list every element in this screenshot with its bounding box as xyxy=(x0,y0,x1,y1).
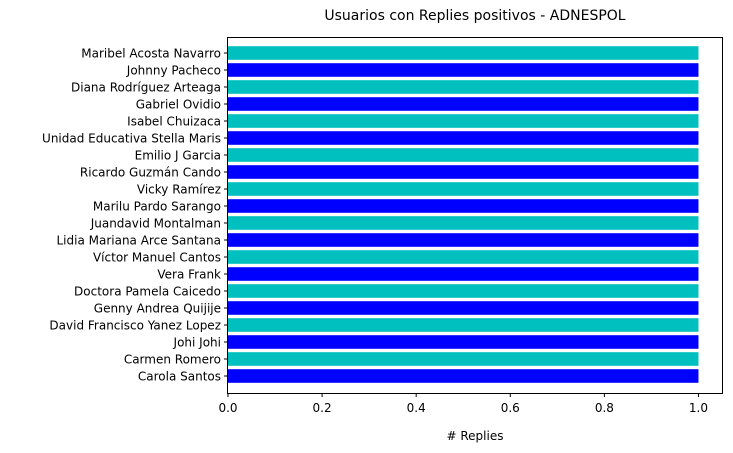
y-tick-label: Emilio J Garcia xyxy=(135,148,221,162)
y-tick-label: Maribel Acosta Navarro xyxy=(81,46,221,60)
y-tick-label: Vicky Ramírez xyxy=(137,182,221,196)
y-tick-label: Johnny Pacheco xyxy=(126,63,221,77)
y-tick-label: Doctora Pamela Caicedo xyxy=(74,284,221,298)
bar xyxy=(228,233,699,247)
bar xyxy=(228,250,699,264)
bar xyxy=(228,318,699,332)
x-tick-label: 0.8 xyxy=(595,401,614,415)
bar xyxy=(228,216,699,230)
y-tick-label: Vera Frank xyxy=(157,267,221,281)
x-tick-label: 1.0 xyxy=(689,401,708,415)
y-tick-label: Ricardo Guzmán Cando xyxy=(80,165,221,179)
y-tick-label: David Francisco Yanez Lopez xyxy=(49,318,221,332)
y-axis-ticks: Maribel Acosta Navarro Johnny Pacheco Dian… xyxy=(42,46,228,383)
x-tick-label: 0.2 xyxy=(313,401,332,415)
y-tick-label: Isabel Chuizaca xyxy=(127,114,221,128)
bar xyxy=(228,301,699,315)
y-tick-label: Johi Johi xyxy=(173,335,221,349)
bar xyxy=(228,335,699,349)
bar xyxy=(228,46,699,60)
y-tick-label: Carmen Romero xyxy=(124,352,221,366)
y-tick-label: Genny Andrea Quijije xyxy=(94,301,221,315)
y-tick-label: Juandavid Montalman xyxy=(90,216,221,230)
bar xyxy=(228,182,699,196)
plot-frame xyxy=(227,37,723,394)
bar xyxy=(228,63,699,77)
x-axis-label: # Replies xyxy=(447,429,504,443)
y-tick-label: Víctor Manuel Cantos xyxy=(93,250,221,264)
x-axis-ticks: 0.0 0.2 0.4 0.6 0.8 1.0 xyxy=(218,393,708,415)
bar xyxy=(228,267,699,281)
chart-title: Usuarios con Replies positivos - ADNESPO… xyxy=(324,8,625,24)
y-tick-label: Gabriel Ovidio xyxy=(136,97,221,111)
y-tick-label: Marilu Pardo Sarango xyxy=(93,199,221,213)
bars xyxy=(228,46,699,383)
x-tick-label: 0.4 xyxy=(407,401,426,415)
bar xyxy=(228,80,699,94)
y-tick-label: Diana Rodríguez Arteaga xyxy=(71,80,221,94)
bar xyxy=(228,352,699,366)
x-tick-label: 0.6 xyxy=(501,401,520,415)
y-tick-label: Lidia Mariana Arce Santana xyxy=(56,233,221,247)
bar xyxy=(228,114,699,128)
bar xyxy=(228,131,699,145)
bar xyxy=(228,148,699,162)
y-tick-label: Carola Santos xyxy=(138,369,221,383)
x-tick-label: 0.0 xyxy=(218,401,237,415)
bar xyxy=(228,284,699,298)
y-tick-label: Unidad Educativa Stella Maris xyxy=(42,131,221,145)
bar xyxy=(228,165,699,179)
bar xyxy=(228,97,699,111)
bar xyxy=(228,369,699,383)
bar xyxy=(228,199,699,213)
